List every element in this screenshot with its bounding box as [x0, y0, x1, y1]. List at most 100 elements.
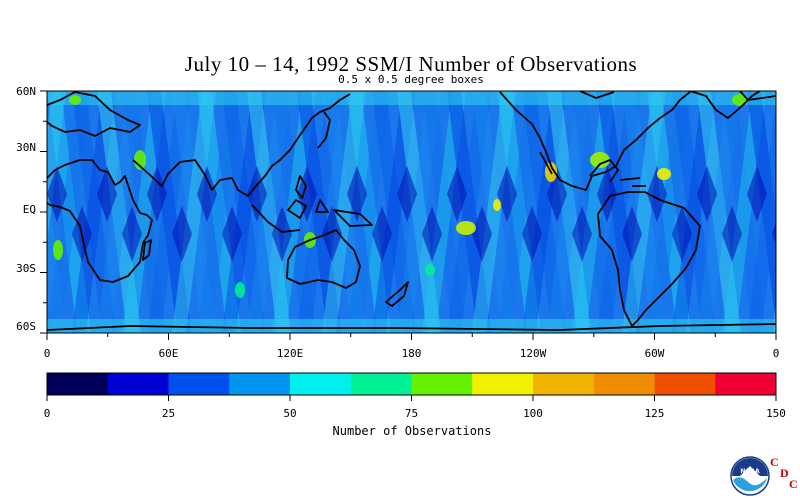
- low-count-region: [322, 206, 342, 262]
- coast-caribbean: [619, 177, 646, 187]
- swath-band: [47, 91, 91, 333]
- low-count-region: [697, 166, 717, 222]
- hotspot: [134, 150, 146, 170]
- cdc-letter-1: C: [770, 455, 779, 469]
- hotspot: [235, 282, 245, 298]
- axis-ticks: [40, 90, 777, 340]
- colorbar-swatch: [654, 373, 716, 395]
- coast-japan: [317, 111, 331, 149]
- low-count-region: [622, 206, 642, 262]
- coast-indonesia: [251, 199, 373, 233]
- swath-band: [522, 91, 566, 333]
- colorbar: [46, 372, 777, 396]
- low-count-region: [672, 206, 692, 262]
- noaa-logo-icon: NOAA: [730, 456, 770, 496]
- colorbar-tick-label: 75: [404, 407, 419, 420]
- lon-label: 0: [43, 347, 51, 360]
- low-count-region: [722, 206, 742, 262]
- hotspot: [425, 264, 435, 276]
- colorbar-tick-label: 125: [644, 407, 665, 420]
- hotspot: [493, 199, 501, 211]
- lon-label: 120W: [519, 347, 547, 360]
- lon-label: 180: [401, 347, 422, 360]
- hotspot: [53, 240, 63, 260]
- lon-label: 0: [772, 347, 780, 360]
- swath-band: [72, 91, 116, 333]
- coast-baja: [539, 151, 553, 175]
- swath-band: [647, 91, 691, 333]
- swath-band: [672, 91, 716, 333]
- swath-band: [597, 91, 641, 333]
- lat-label: 30S: [16, 262, 36, 275]
- hotspot: [732, 94, 748, 106]
- colorbar-swatch: [533, 373, 595, 395]
- lon-label: 60W: [644, 347, 665, 360]
- colorbar-swatch: [290, 373, 352, 395]
- coast-madagascar: [142, 239, 152, 261]
- low-count-region: [497, 166, 517, 222]
- low-count-region: [147, 166, 167, 222]
- swath-band: [472, 91, 516, 333]
- low-count-region: [197, 166, 217, 222]
- coastlines: [47, 91, 776, 331]
- colorbar-swatch: [411, 373, 473, 395]
- colorbar-swatch: [47, 373, 109, 395]
- swath-band: [422, 91, 466, 333]
- swath-band: [447, 91, 491, 333]
- colorbar-tick-label: 0: [43, 407, 51, 420]
- colorbar-swatch: [168, 373, 230, 395]
- cdc-letter-3: C: [789, 477, 798, 491]
- low-count-region: [772, 222, 776, 246]
- hotspot: [456, 221, 476, 235]
- coast-gulf-of-mexico: [589, 159, 619, 183]
- colorbar-swatch: [715, 373, 777, 395]
- low-count-region: [397, 166, 417, 222]
- low-count-region: [522, 206, 542, 262]
- swath-band: [222, 91, 266, 333]
- colorbar-tick-label: 25: [161, 407, 176, 420]
- coast-africa: [47, 159, 153, 283]
- coast-australia: [286, 229, 361, 289]
- lat-label: 60S: [16, 320, 36, 333]
- lat-label: 30N: [16, 141, 36, 154]
- lat-label: 60N: [16, 85, 36, 98]
- cdc-letter-2: D: [780, 466, 789, 480]
- colorbar-swatch: [472, 373, 534, 395]
- swath-band: [497, 91, 541, 333]
- colorbar-swatch: [350, 373, 412, 395]
- coast-greenland: [689, 91, 761, 119]
- swath-band: [622, 91, 666, 333]
- colorbar-tick-label: 100: [523, 407, 543, 420]
- map-subtitle: 0.5 x 0.5 degree boxes: [338, 73, 484, 86]
- low-count-region: [172, 206, 192, 262]
- colorbar-swatch: [593, 373, 655, 395]
- colorbar-swatch: [229, 373, 291, 395]
- low-count-region: [422, 206, 442, 262]
- map-title: July 10 – 14, 1992 SSM/I Number of Obser…: [184, 52, 638, 76]
- swath-band: [147, 91, 191, 333]
- colorbar-tick-label: 150: [766, 407, 786, 420]
- coast-new-zealand: [385, 281, 409, 307]
- low-count-region: [647, 166, 667, 222]
- coast-south-america: [597, 191, 701, 327]
- swath-band: [122, 91, 166, 333]
- swath-band: [347, 91, 391, 333]
- swath-band: [372, 91, 416, 333]
- svg-text:NOAA: NOAA: [740, 468, 760, 475]
- coast-antarctica: [47, 323, 776, 331]
- coast-asia-south: [132, 93, 351, 197]
- lat-label: EQ: [22, 203, 36, 216]
- lon-label: 60E: [158, 347, 179, 360]
- colorbar-tick-label: 50: [283, 407, 297, 420]
- coast-north-america: [499, 91, 691, 191]
- low-count-region: [272, 206, 292, 262]
- coast-arctic-islands: [579, 91, 776, 101]
- colorbar-ticks: [46, 395, 777, 401]
- low-count-region: [572, 206, 592, 262]
- low-count-region: [347, 166, 367, 222]
- low-count-region: [122, 206, 142, 262]
- coast-philippines: [295, 175, 307, 199]
- low-count-region: [747, 166, 767, 222]
- swath-band: [197, 91, 241, 333]
- swath-band: [747, 99, 776, 333]
